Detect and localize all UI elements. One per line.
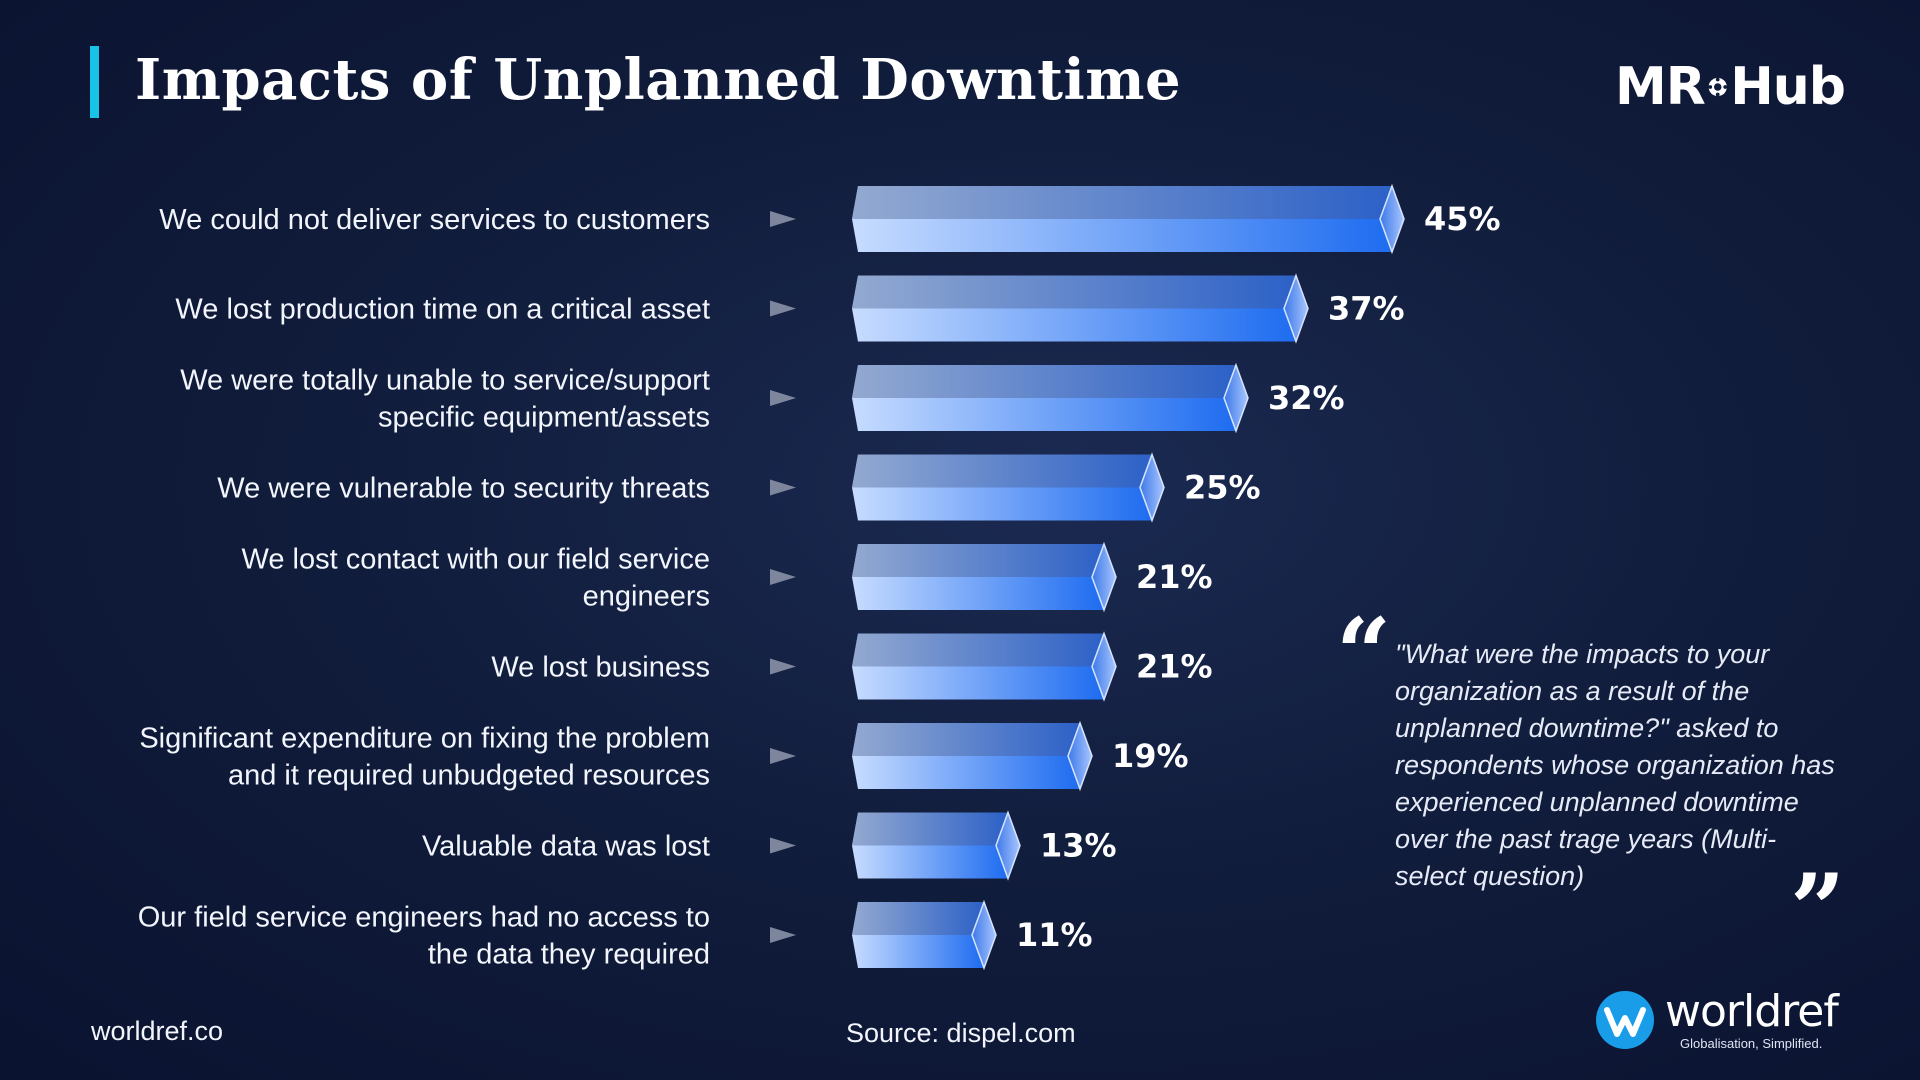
close-quote-icon: ” — [1790, 853, 1846, 966]
worldref-tagline: Globalisation, Simplified. — [1680, 1036, 1823, 1051]
footer-source: Source: dispel.com — [846, 1018, 1076, 1048]
bar-top-face — [852, 633, 1104, 667]
pointer-arrow-icon — [770, 658, 796, 675]
category-label: We were vulnerable to security threats — [217, 473, 710, 505]
brand-left-text: MR — [1615, 57, 1706, 117]
bar-top-face — [852, 902, 984, 935]
gear-icon — [1708, 77, 1727, 97]
bar-top-face — [852, 454, 1152, 488]
category-label: We lost production time on a critical as… — [175, 294, 710, 326]
open-quote-icon: “ — [1336, 597, 1392, 710]
worldref-logo: worldref Globalisation, Simplified. — [1595, 986, 1845, 1056]
pointer-arrow-icon — [770, 211, 796, 227]
bar-end-cap — [1091, 631, 1117, 702]
worldref-name: worldref — [1665, 986, 1839, 1037]
title-accent-bar — [90, 46, 99, 118]
quote-text: "What were the impacts to your organizat… — [1395, 639, 1835, 891]
worldref-w-icon — [1596, 991, 1654, 1049]
bar-top-face — [852, 365, 1236, 398]
footer-site-link[interactable]: worldref.co — [91, 1016, 224, 1046]
bar-end-cap — [1091, 541, 1117, 613]
pointer-arrow-icon — [770, 837, 796, 854]
bar-end-cap — [1067, 720, 1093, 792]
category-label: We lost business — [491, 652, 710, 684]
bar-top-face — [852, 723, 1080, 756]
pointer-arrow-icon — [770, 479, 796, 496]
value-label: 11% — [1016, 916, 1093, 954]
bar-end-cap — [995, 810, 1021, 881]
bar-end-cap — [1283, 273, 1309, 344]
value-label: 21% — [1136, 648, 1213, 686]
bar-end-cap — [1223, 362, 1249, 434]
category-label: We were totally unable to service/suppor… — [180, 365, 710, 434]
category-label: Our field service engineers had no acces… — [138, 902, 710, 971]
pointer-arrow-icon — [770, 390, 796, 406]
category-label: Valuable data was lost — [422, 831, 710, 863]
value-label: 25% — [1184, 469, 1261, 507]
bar-top-face — [852, 275, 1296, 309]
value-label: 37% — [1328, 290, 1405, 328]
value-label: 21% — [1136, 558, 1213, 596]
bar-top-face — [852, 812, 1008, 846]
bar-end-cap — [1379, 183, 1405, 255]
category-label: We lost contact with our field service en… — [242, 544, 711, 613]
bar-top-face — [852, 544, 1104, 577]
mrohub-logo: MR Hub — [1615, 52, 1846, 122]
bar-end-cap — [971, 899, 997, 971]
category-label: We could not deliver services to custome… — [159, 204, 710, 236]
pointer-arrow-icon — [770, 748, 796, 764]
value-label: 45% — [1424, 200, 1501, 238]
bar-end-cap — [1139, 452, 1165, 523]
pointer-arrow-icon — [770, 300, 796, 317]
value-label: 19% — [1112, 737, 1189, 775]
value-label: 13% — [1040, 827, 1117, 865]
pointer-arrow-icon — [770, 927, 796, 943]
bar-top-face — [852, 186, 1392, 219]
pointer-arrow-icon — [770, 569, 796, 585]
brand-right-text: Hub — [1730, 57, 1846, 117]
value-label: 32% — [1268, 379, 1345, 417]
category-label: Significant expenditure on fixing the pr… — [139, 723, 710, 792]
page-title: Impacts of Unplanned Downtime — [135, 47, 1182, 113]
